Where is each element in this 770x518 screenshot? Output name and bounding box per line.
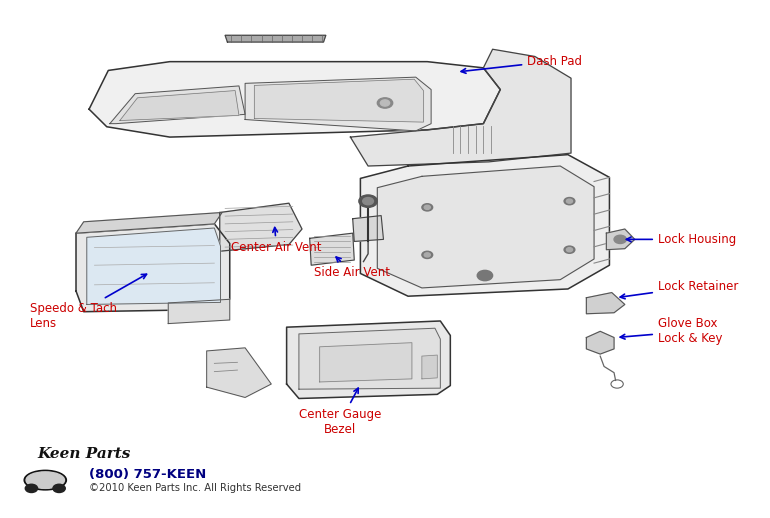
Polygon shape <box>225 35 326 42</box>
Circle shape <box>564 246 575 253</box>
Polygon shape <box>422 355 437 379</box>
Polygon shape <box>299 328 440 389</box>
Circle shape <box>424 205 430 209</box>
Polygon shape <box>587 293 624 314</box>
Circle shape <box>567 248 573 252</box>
Polygon shape <box>286 321 450 398</box>
Text: Center Gauge
Bezel: Center Gauge Bezel <box>300 388 382 436</box>
Circle shape <box>477 270 493 281</box>
Polygon shape <box>76 212 222 233</box>
Circle shape <box>363 197 373 205</box>
Circle shape <box>614 235 626 243</box>
Ellipse shape <box>26 472 65 488</box>
Circle shape <box>424 253 430 257</box>
Polygon shape <box>606 229 634 250</box>
Text: Speedo & Tach
Lens: Speedo & Tach Lens <box>30 274 146 330</box>
Text: Lock Retainer: Lock Retainer <box>620 280 738 299</box>
Polygon shape <box>76 224 229 312</box>
Ellipse shape <box>24 470 66 490</box>
Polygon shape <box>245 77 431 131</box>
Polygon shape <box>120 91 239 121</box>
Polygon shape <box>587 332 614 354</box>
Circle shape <box>564 197 575 205</box>
Circle shape <box>359 195 377 207</box>
Polygon shape <box>350 49 571 166</box>
Circle shape <box>567 199 573 203</box>
Polygon shape <box>87 228 220 305</box>
Polygon shape <box>89 62 500 137</box>
Polygon shape <box>353 215 383 241</box>
Polygon shape <box>219 203 302 251</box>
Polygon shape <box>169 299 229 324</box>
Text: Keen Parts: Keen Parts <box>38 447 131 461</box>
Circle shape <box>422 251 433 258</box>
Circle shape <box>422 204 433 211</box>
Polygon shape <box>110 86 245 124</box>
Text: Side Air Vent: Side Air Vent <box>314 257 390 279</box>
Text: Lock Housing: Lock Housing <box>626 233 736 246</box>
Circle shape <box>377 98 393 108</box>
Polygon shape <box>206 348 271 397</box>
Polygon shape <box>310 233 354 265</box>
Circle shape <box>53 484 65 493</box>
Polygon shape <box>320 343 412 382</box>
Text: Dash Pad: Dash Pad <box>461 54 582 74</box>
Text: Glove Box
Lock & Key: Glove Box Lock & Key <box>620 318 722 346</box>
Text: (800) 757-KEEN: (800) 757-KEEN <box>89 468 206 481</box>
Text: Center Air Vent: Center Air Vent <box>231 227 322 254</box>
Polygon shape <box>377 166 594 288</box>
Circle shape <box>380 100 390 106</box>
Polygon shape <box>254 79 424 122</box>
Circle shape <box>25 484 38 493</box>
Text: ©2010 Keen Parts Inc. All Rights Reserved: ©2010 Keen Parts Inc. All Rights Reserve… <box>89 483 301 494</box>
Polygon shape <box>360 155 609 296</box>
